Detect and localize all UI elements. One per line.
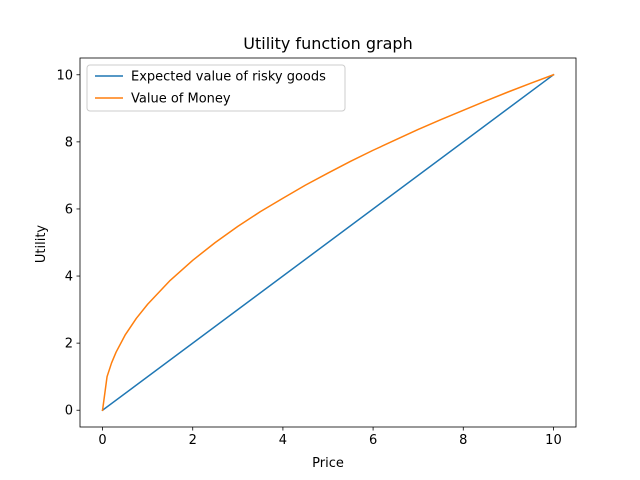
chart-title: Utility function graph (243, 34, 412, 53)
legend-label-2: Value of Money (131, 92, 231, 107)
x-axis-label: Price (312, 456, 344, 471)
x-tick-label: 0 (98, 433, 106, 448)
y-axis-label: Utility (34, 225, 49, 264)
legend-label-1: Expected value of risky goods (131, 70, 326, 85)
plot-area: 0 2 4 6 8 10 0 2 4 6 8 10 (56, 57, 577, 448)
x-tick-label: 6 (369, 433, 377, 448)
y-tick-label: 2 (65, 337, 73, 352)
series-line-2 (101, 73, 555, 412)
legend-box (86, 64, 346, 112)
y-tick-label: 10 (56, 68, 73, 83)
x-tick-label: 10 (545, 433, 562, 448)
y-tick-label: 8 (65, 135, 73, 150)
series-line-1 (101, 73, 555, 412)
y-tick-label: 4 (65, 270, 73, 285)
x-tick-label: 2 (189, 433, 197, 448)
y-tick-label: 0 (65, 404, 73, 419)
y-tick-label: 6 (65, 202, 73, 217)
legend: Expected value of risky goods Value of Mo… (86, 64, 346, 112)
axes-frame (79, 57, 577, 428)
x-tick-label: 8 (459, 433, 467, 448)
x-tick-label: 4 (279, 433, 287, 448)
